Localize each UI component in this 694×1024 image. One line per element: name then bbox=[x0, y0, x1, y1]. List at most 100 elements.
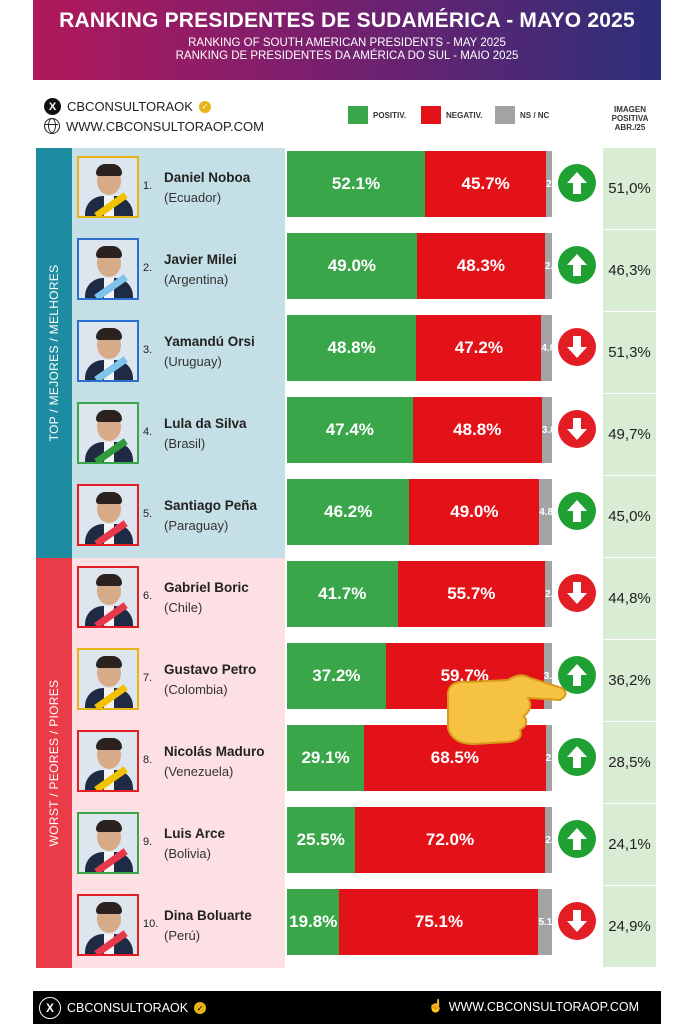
previous-positive-image: 44,8% bbox=[603, 558, 656, 640]
imagen-header-line3: ABR./25 bbox=[614, 122, 646, 132]
arrow-up-icon bbox=[558, 246, 596, 284]
bar-nsnc-segment: 4.0 bbox=[541, 315, 552, 381]
footer-click-hand-icon: ☝ bbox=[428, 999, 444, 1013]
verified-badge-icon: ✓ bbox=[198, 100, 211, 113]
previous-positive-image: 36,2% bbox=[603, 640, 656, 722]
president-photo bbox=[77, 402, 139, 464]
bar-nsnc-segment: 2.6 bbox=[545, 561, 552, 627]
stacked-bar: 48.8%47.2%4.0 bbox=[287, 315, 552, 381]
president-name: Javier Milei bbox=[164, 252, 237, 267]
stacked-bar: 19.8% 75.1% 5.1 bbox=[287, 889, 552, 955]
stacked-bar: 52.1%45.7%2.2 bbox=[287, 151, 552, 217]
rank-number: 4. bbox=[143, 426, 153, 438]
president-row: 10. Dina Boluarte (Perú) 19.8% 75.1% 5.1 24,9% bbox=[36, 886, 656, 968]
bar-nsnc-segment: 2.4 bbox=[545, 725, 552, 791]
legend-negative-swatch bbox=[421, 106, 441, 124]
footer-website[interactable]: ☝ WWW.CBCONSULTORAOP.COM bbox=[428, 999, 639, 1014]
bar-nsnc-segment: 2.7 bbox=[544, 233, 552, 299]
rank-number: 3. bbox=[143, 344, 153, 356]
president-name: Yamandú Orsi bbox=[164, 334, 255, 349]
president-name: Luis Arce bbox=[164, 826, 226, 841]
country-name: (Uruguay) bbox=[164, 354, 222, 369]
bar-negative-segment: 45.7% bbox=[425, 151, 547, 217]
president-name: Lula da Silva bbox=[164, 416, 247, 431]
website-text: WWW.CBCONSULTORAOP.COM bbox=[66, 118, 264, 134]
president-name: Gabriel Boric bbox=[164, 580, 249, 595]
footer-x-logo-icon: X bbox=[39, 997, 61, 1019]
bar-positive-segment: 25.5% bbox=[287, 807, 355, 873]
bar-nsnc-segment: 5.1 bbox=[538, 889, 552, 955]
president-photo bbox=[77, 730, 139, 792]
bar-positive-segment: 29.1% bbox=[287, 725, 365, 791]
imagen-positiva-header: IMAGEN POSITIVA ABR./25 bbox=[604, 105, 656, 133]
footer-x-handle[interactable]: X CBCONSULTORAOK ✓ bbox=[39, 997, 207, 1019]
president-row: 9. Luis Arce (Bolivia) 25.5%72.0%2.5 24,1% bbox=[36, 804, 656, 886]
legend-positive-swatch bbox=[348, 106, 368, 124]
bar-negative-segment: 55.7% bbox=[397, 561, 546, 627]
previous-positive-image: 49,7% bbox=[603, 394, 656, 476]
arrow-up-icon bbox=[558, 820, 596, 858]
country-name: (Brasil) bbox=[164, 436, 206, 451]
president-photo bbox=[77, 812, 139, 874]
arrow-down-icon bbox=[558, 328, 596, 366]
footer-bar: X CBCONSULTORAOK ✓ ☝ WWW.CBCONSULTORAOP.… bbox=[33, 991, 661, 1024]
president-photo bbox=[77, 894, 139, 956]
president-photo bbox=[77, 320, 139, 382]
globe-icon bbox=[44, 118, 60, 134]
president-name: Nicolás Maduro bbox=[164, 744, 265, 759]
president-row: 1. Daniel Noboa (Ecuador) 52.1%45.7%2.2 51,0… bbox=[36, 148, 656, 230]
bar-negative-segment: 75.1% bbox=[339, 889, 539, 955]
bar-negative-segment: 72.0% bbox=[354, 807, 546, 873]
bar-nsnc-segment: 2.5 bbox=[545, 807, 552, 873]
president-photo bbox=[77, 566, 139, 628]
country-name: (Ecuador) bbox=[164, 190, 222, 205]
president-name: Daniel Noboa bbox=[164, 170, 251, 185]
arrow-up-icon bbox=[558, 656, 596, 694]
previous-positive-image: 28,5% bbox=[603, 722, 656, 804]
footer-verified-badge-icon: ✓ bbox=[194, 1002, 207, 1014]
country-name: (Perú) bbox=[164, 928, 201, 943]
bar-negative-segment: 47.2% bbox=[416, 315, 542, 381]
bar-nsnc-segment: 3.1 bbox=[543, 643, 552, 709]
bar-negative-segment: 48.3% bbox=[416, 233, 545, 299]
stacked-bar: 47.4%48.8%3.8 bbox=[287, 397, 552, 463]
previous-positive-image: 24,9% bbox=[603, 886, 656, 968]
bar-positive-segment: 47.4% bbox=[287, 397, 413, 463]
x-logo-icon: X bbox=[44, 98, 61, 115]
country-name: (Venezuela) bbox=[164, 764, 234, 779]
president-row: 3. Yamandú Orsi (Uruguay) 48.8%47.2%4.0 51,3… bbox=[36, 312, 656, 394]
rank-number: 6. bbox=[143, 590, 153, 602]
bar-positive-segment: 19.8% bbox=[287, 889, 340, 955]
president-photo bbox=[77, 238, 139, 300]
imagen-header-line1: IMAGEN bbox=[614, 105, 646, 114]
brand-website[interactable]: WWW.CBCONSULTORAOP.COM bbox=[44, 118, 264, 134]
country-name: (Argentina) bbox=[164, 272, 229, 287]
arrow-up-icon bbox=[558, 164, 596, 202]
rank-number: 7. bbox=[143, 672, 153, 684]
header-banner: RANKING PRESIDENTES DE SUDAMÉRICA - MAYO… bbox=[33, 0, 661, 80]
legend-nsnc: NS / NC bbox=[495, 106, 549, 124]
bar-positive-segment: 49.0% bbox=[287, 233, 417, 299]
previous-positive-image: 45,0% bbox=[603, 476, 656, 558]
bar-positive-segment: 41.7% bbox=[287, 561, 398, 627]
country-name: (Chile) bbox=[164, 600, 203, 615]
bar-positive-segment: 52.1% bbox=[287, 151, 426, 217]
president-name: Santiago Peña bbox=[164, 498, 258, 513]
president-name: Gustavo Petro bbox=[164, 662, 257, 677]
pointing-hand-icon bbox=[446, 674, 567, 746]
bar-positive-segment: 48.8% bbox=[287, 315, 417, 381]
subtitle-portuguese: RANKING DE PRESIDENTES DA AMÉRICA DO SUL… bbox=[175, 50, 519, 62]
legend-negative-label: NEGATIV. bbox=[446, 110, 483, 120]
legend-nsnc-label: NS / NC bbox=[520, 110, 550, 120]
stacked-bar: 37.2%59.7%3.1 bbox=[287, 643, 552, 709]
rank-number: 9. bbox=[143, 836, 153, 848]
brand-x-handle[interactable]: X CBCONSULTORAOK ✓ bbox=[44, 98, 211, 115]
arrow-up-icon bbox=[558, 738, 596, 776]
rank-number: 5. bbox=[143, 508, 153, 520]
stacked-bar: 41.7%55.7%2.6 bbox=[287, 561, 552, 627]
previous-positive-image: 51,0% bbox=[603, 148, 656, 230]
country-name: (Paraguay) bbox=[164, 518, 229, 533]
bar-positive-segment: 46.2% bbox=[287, 479, 410, 545]
previous-positive-image: 51,3% bbox=[603, 312, 656, 394]
legend-negative: NEGATIV. bbox=[421, 106, 482, 124]
